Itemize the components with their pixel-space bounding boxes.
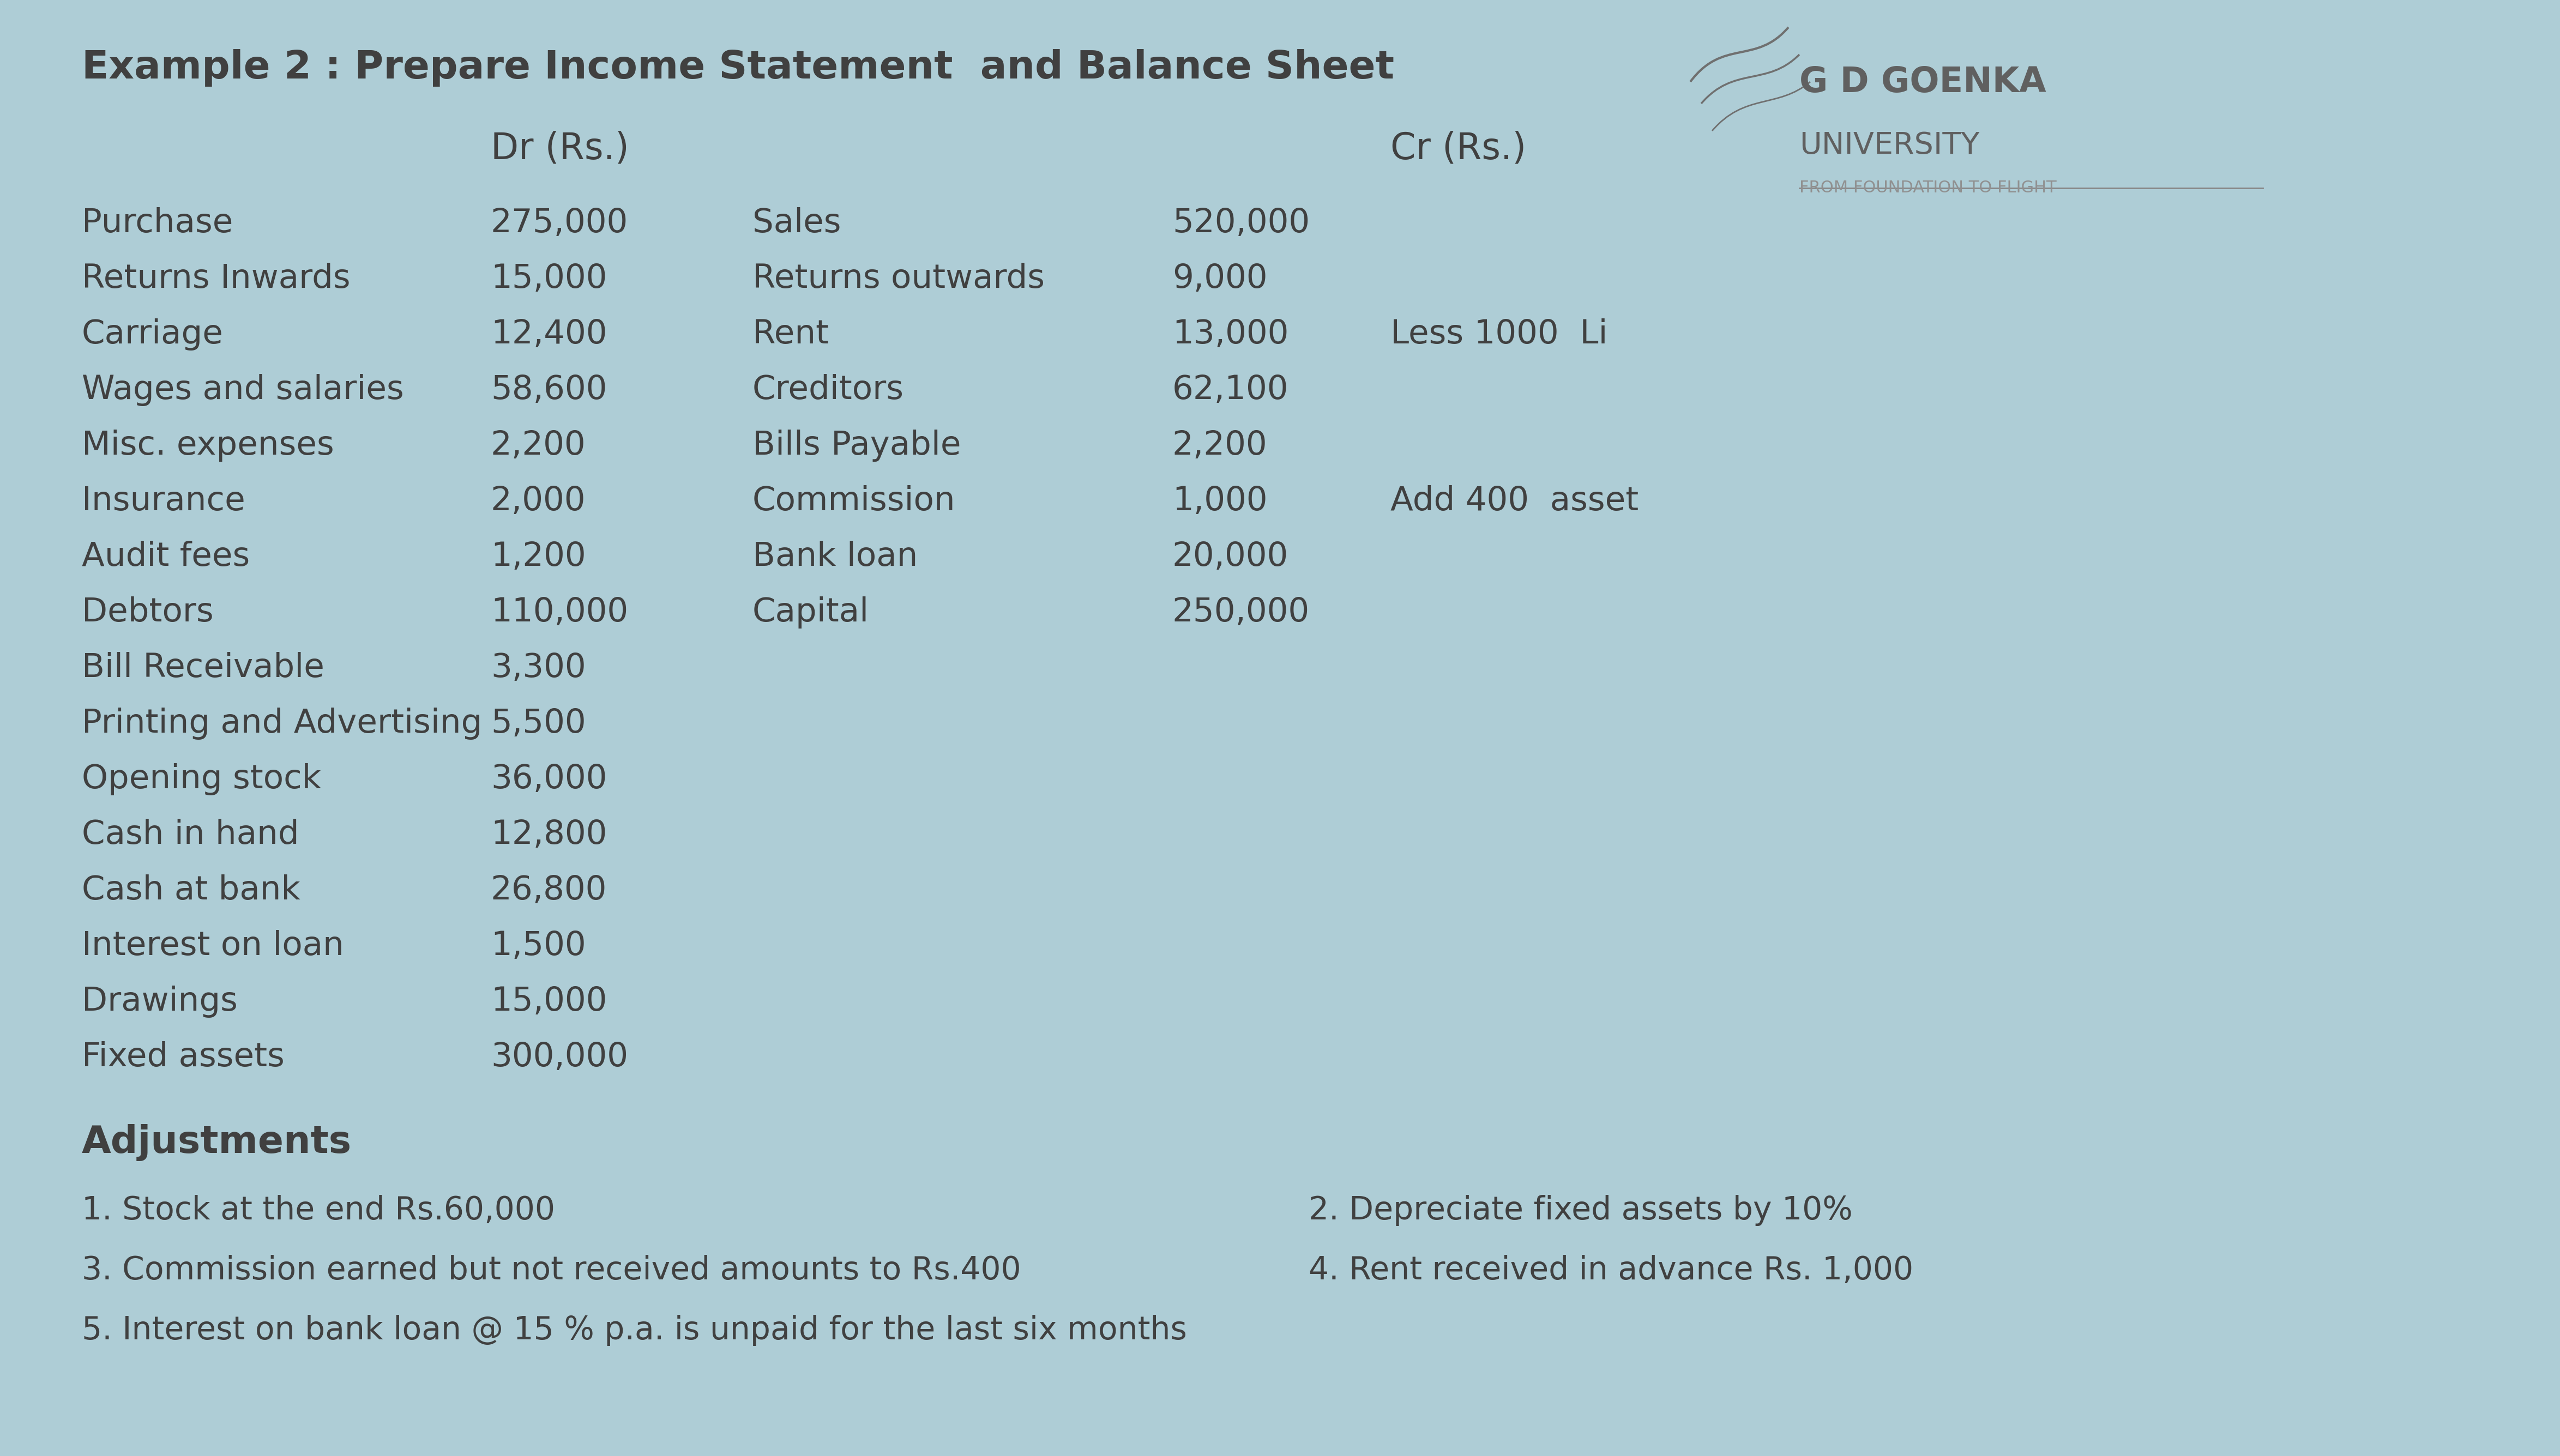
Text: 275,000: 275,000 [492,207,627,239]
Text: 15,000: 15,000 [492,986,607,1018]
Text: 1,000: 1,000 [1172,485,1267,517]
Text: Capital: Capital [753,597,870,629]
Text: 300,000: 300,000 [492,1041,627,1073]
Text: 3. Commission earned but not received amounts to Rs.400: 3. Commission earned but not received am… [82,1255,1021,1286]
Text: 12,400: 12,400 [492,319,607,351]
Text: 36,000: 36,000 [492,763,607,795]
Text: 15,000: 15,000 [492,262,607,296]
Text: Less 1000  Li: Less 1000 Li [1390,319,1608,351]
Text: Sales: Sales [753,207,842,239]
Text: Dr (Rs.): Dr (Rs.) [492,131,630,167]
Text: Drawings: Drawings [82,986,238,1018]
Text: 5,500: 5,500 [492,708,586,740]
Text: 520,000: 520,000 [1172,207,1311,239]
Text: Commission: Commission [753,485,955,517]
Text: 4. Rent received in advance Rs. 1,000: 4. Rent received in advance Rs. 1,000 [1308,1255,1912,1286]
Text: 26,800: 26,800 [492,875,607,907]
Text: Creditors: Creditors [753,374,904,406]
Text: Audit fees: Audit fees [82,540,251,572]
Text: Example 2 : Prepare Income Statement  and Balance Sheet: Example 2 : Prepare Income Statement and… [82,50,1395,87]
Text: Printing and Advertising: Printing and Advertising [82,708,481,740]
Text: 58,600: 58,600 [492,374,607,406]
Text: 3,300: 3,300 [492,652,586,684]
Text: 62,100: 62,100 [1172,374,1288,406]
Text: Bill Receivable: Bill Receivable [82,652,325,684]
Text: 2,000: 2,000 [492,485,586,517]
Text: Adjustments: Adjustments [82,1124,351,1160]
Text: Fixed assets: Fixed assets [82,1041,284,1073]
Text: Add 400  asset: Add 400 asset [1390,485,1638,517]
Text: 9,000: 9,000 [1172,262,1267,296]
Text: Purchase: Purchase [82,207,233,239]
Text: Cash in hand: Cash in hand [82,818,300,850]
Text: Debtors: Debtors [82,597,212,629]
Text: 13,000: 13,000 [1172,319,1288,351]
Text: Insurance: Insurance [82,485,246,517]
Text: Bills Payable: Bills Payable [753,430,960,462]
Text: Bank loan: Bank loan [753,540,919,572]
Text: 2,200: 2,200 [492,430,586,462]
Text: Interest on loan: Interest on loan [82,930,343,962]
Text: 1,200: 1,200 [492,540,586,572]
Text: UNIVERSITY: UNIVERSITY [1800,131,1979,160]
Text: Cash at bank: Cash at bank [82,875,300,907]
Text: Returns outwards: Returns outwards [753,262,1044,296]
Text: 1,500: 1,500 [492,930,586,962]
Text: FROM FOUNDATION TO FLIGHT: FROM FOUNDATION TO FLIGHT [1800,181,2056,195]
Text: 2,200: 2,200 [1172,430,1267,462]
Text: 2. Depreciate fixed assets by 10%: 2. Depreciate fixed assets by 10% [1308,1195,1853,1226]
Text: Misc. expenses: Misc. expenses [82,430,335,462]
Text: Wages and salaries: Wages and salaries [82,374,404,406]
Text: 12,800: 12,800 [492,818,607,850]
Text: 1. Stock at the end Rs.60,000: 1. Stock at the end Rs.60,000 [82,1195,556,1226]
Text: 20,000: 20,000 [1172,540,1288,572]
Text: Returns Inwards: Returns Inwards [82,262,351,296]
Text: Rent: Rent [753,319,829,351]
Text: Cr (Rs.): Cr (Rs.) [1390,131,1526,167]
Text: G D GOENKA: G D GOENKA [1800,66,2045,99]
Text: Carriage: Carriage [82,319,223,351]
Text: Opening stock: Opening stock [82,763,320,795]
Text: 5. Interest on bank loan @ 15 % p.a. is unpaid for the last six months: 5. Interest on bank loan @ 15 % p.a. is … [82,1315,1188,1345]
Text: 250,000: 250,000 [1172,597,1311,629]
Text: 110,000: 110,000 [492,597,627,629]
